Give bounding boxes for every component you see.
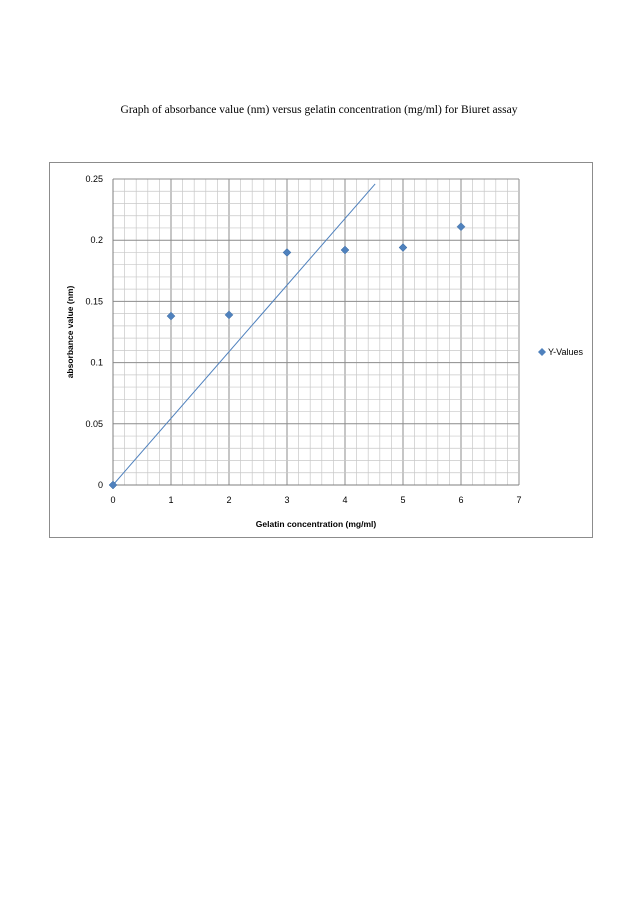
- y-tick-label: 0.15: [85, 296, 103, 306]
- data-point: [456, 222, 466, 232]
- y-tick-label: 0.25: [85, 174, 103, 184]
- legend-marker-icon: [538, 348, 546, 356]
- figure-caption: Graph of absorbance value (nm) versus ge…: [120, 104, 518, 116]
- legend: Y-Values: [538, 347, 584, 357]
- data-point: [224, 310, 234, 320]
- x-tick-label: 2: [226, 495, 231, 505]
- chart-area: 0 1 2 3 4 5 6 7 0 0.05 0.1 0.15 0.2 0.25 absorbance v…: [49, 162, 593, 538]
- data-point: [340, 245, 350, 255]
- tick-labels: 0 1 2 3 4 5 6 7 0 0.05 0.1 0.15 0.2 0.25: [85, 174, 521, 505]
- trendline-group: [112, 183, 376, 486]
- x-tick-label: 7: [516, 495, 521, 505]
- x-tick-label: 3: [284, 495, 289, 505]
- y-tick-label: 0.1: [90, 358, 103, 368]
- x-tick-label: 5: [400, 495, 405, 505]
- x-tick-label: 0: [110, 495, 115, 505]
- y-tick-label: 0.2: [90, 235, 103, 245]
- data-point: [398, 243, 408, 252]
- x-tick-label: 4: [342, 495, 347, 505]
- x-axis-title: Gelatin concentration (mg/ml): [256, 519, 377, 529]
- data-points: [108, 222, 466, 490]
- y-tick-label: 0: [98, 480, 103, 490]
- x-tick-label: 6: [458, 495, 463, 505]
- gridlines: [112, 178, 520, 486]
- axes: [112, 179, 519, 486]
- x-tick-label: 1: [168, 495, 173, 505]
- trendline: [112, 183, 376, 486]
- data-point: [108, 480, 118, 490]
- y-axis-title: absorbance value (nm): [65, 286, 75, 379]
- data-point: [282, 248, 292, 257]
- scatter-chart: 0 1 2 3 4 5 6 7 0 0.05 0.1 0.15 0.2 0.25 absorbance v…: [65, 174, 584, 529]
- y-tick-label: 0.05: [85, 419, 103, 429]
- data-point: [166, 311, 176, 321]
- legend-label: Y-Values: [548, 347, 584, 357]
